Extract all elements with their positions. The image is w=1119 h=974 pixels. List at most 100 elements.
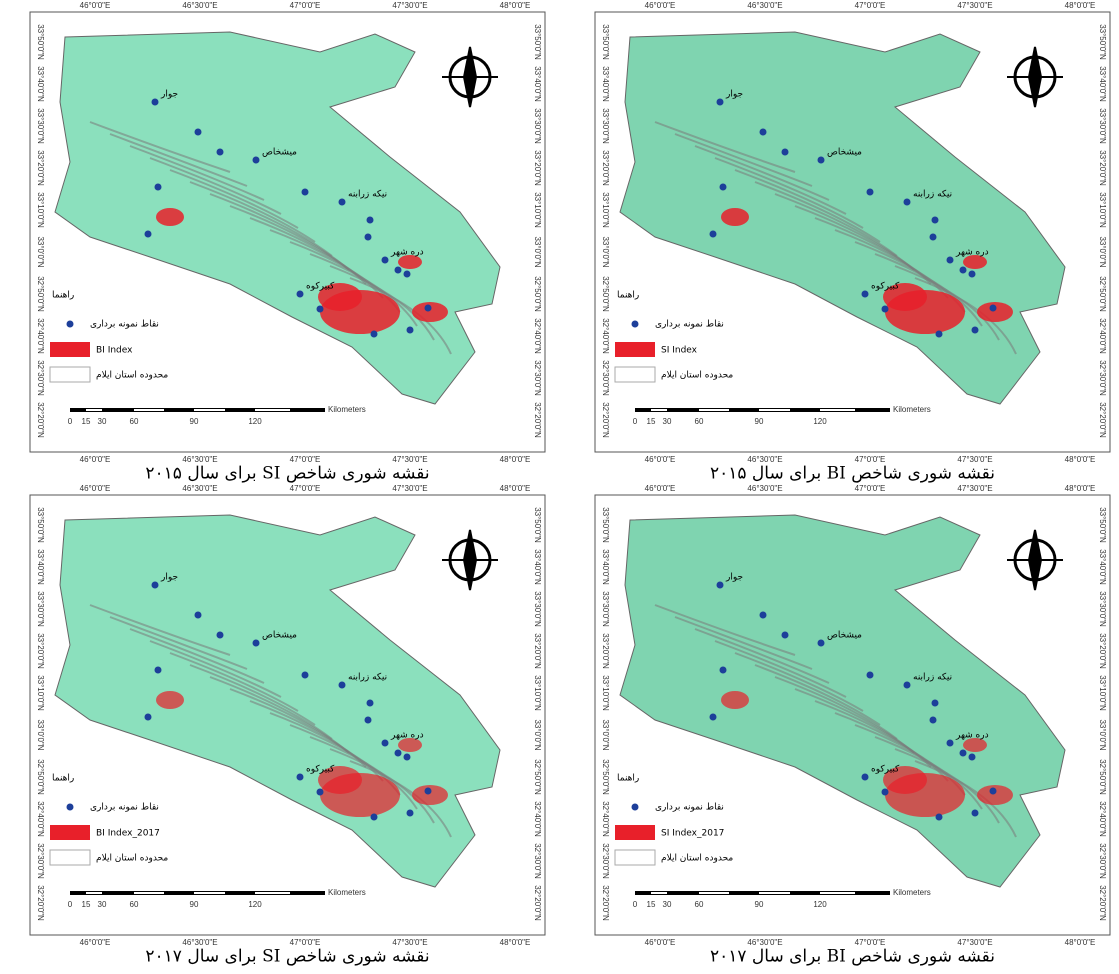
lat-label: 33°20'0"N [601,150,610,186]
place-name: دره شهر [955,248,989,258]
lon-label: 46°30'0"E [182,1,217,10]
sampling-point [253,157,260,164]
figure: جوارمیشخاصنیکه زرابنهدره شهرکبیرکوه46°0'… [0,0,1119,970]
scale-tick: 90 [190,417,199,426]
lon-label: 47°30'0"E [957,484,992,493]
sampling-point [904,199,911,206]
scale-tick: 120 [813,900,827,909]
lat-label: 32°50'0"N [533,276,542,312]
legend-title: راهنما [52,774,74,784]
lat-label: 32°40'0"N [533,801,542,837]
sampling-point [710,714,717,721]
panel-caption: نقشه شوری شاخص SI برای سال ۲۰۱۵ [145,464,429,484]
lat-label: 33°30'0"N [36,108,45,144]
sampling-point [932,217,939,224]
lat-label: 32°20'0"N [1098,402,1107,438]
legend-label: نقاط نمونه برداری [90,320,159,330]
scale-gap [194,892,225,894]
legend-title: راهنما [52,291,74,301]
sampling-point [217,632,224,639]
scale-gap [820,892,855,894]
sampling-point [717,582,724,589]
lat-label: 32°30'0"N [533,360,542,396]
lon-label: 47°0'0"E [290,484,321,493]
lat-label: 33°50'0"N [601,507,610,543]
lon-label: 47°0'0"E [290,1,321,10]
scale-tick: 120 [813,417,827,426]
lat-label: 33°0'0"N [533,236,542,267]
lon-label: 48°0'0"E [500,484,531,493]
lat-label: 33°40'0"N [601,549,610,585]
lat-label: 32°40'0"N [36,318,45,354]
sampling-point [720,667,727,674]
sampling-point [404,271,411,278]
lon-label: 47°0'0"E [855,1,886,10]
lat-label: 33°40'0"N [533,549,542,585]
salinity-patch [412,302,448,322]
map-panel: جوارمیشخاصنیکه زرابنهدره شهرکبیرکوه46°0'… [30,1,545,464]
sampling-point [382,257,389,264]
sampling-point [317,789,324,796]
scale-tick: 0 [633,900,638,909]
place-name: کبیرکوه [871,765,900,775]
lon-label: 47°30'0"E [392,484,427,493]
sampling-point [404,754,411,761]
sampling-point [818,157,825,164]
lat-label: 33°30'0"N [601,591,610,627]
sampling-point [152,99,159,106]
sampling-point [302,189,309,196]
sampling-point [195,129,202,136]
legend-dot [67,804,74,811]
scale-gap [699,892,729,894]
lat-label: 33°0'0"N [36,719,45,750]
place-name: نیکه زرابنه [348,673,387,683]
lat-label: 32°20'0"N [601,885,610,921]
scale-gap [134,409,164,411]
sampling-point [371,331,378,338]
legend-dot [632,804,639,811]
place-name: دره شهر [390,248,424,258]
sampling-point [145,231,152,238]
scale-tick: 60 [695,900,704,909]
legend-label: BI Index_2017 [96,829,160,839]
lon-label: 48°0'0"E [1065,484,1096,493]
salinity-patch [156,691,184,709]
legend-title: راهنما [617,774,639,784]
sampling-point [760,612,767,619]
lat-label: 32°30'0"N [533,843,542,879]
sampling-point [972,327,979,334]
sampling-point [425,305,432,312]
scale-tick: 120 [248,900,262,909]
legend-swatch [50,342,90,357]
lat-label: 32°40'0"N [533,318,542,354]
scale-gap [820,409,855,411]
lat-label: 33°40'0"N [533,66,542,102]
lat-label: 32°50'0"N [601,759,610,795]
sampling-point [155,667,162,674]
sampling-point [867,672,874,679]
place-name: میشخاص [827,631,862,641]
scale-tick: 90 [190,900,199,909]
lat-label: 33°30'0"N [533,108,542,144]
lat-label: 33°10'0"N [601,192,610,228]
sampling-point [862,291,869,298]
lon-label: 47°0'0"E [855,484,886,493]
lon-label: 46°0'0"E [80,455,111,464]
sampling-point [152,582,159,589]
sampling-point [297,291,304,298]
sampling-point [365,717,372,724]
scale-tick: 0 [68,900,73,909]
sampling-point [936,814,943,821]
lat-label: 33°50'0"N [601,24,610,60]
lat-label: 33°50'0"N [1098,507,1107,543]
scale-tick: 15 [82,900,91,909]
scale-gap [651,409,667,411]
sampling-point [782,632,789,639]
sampling-point [930,234,937,241]
lon-label: 48°0'0"E [500,455,531,464]
lat-label: 32°30'0"N [601,360,610,396]
map-panel: جوارمیشخاصنیکه زرابنهدره شهرکبیرکوه46°0'… [595,484,1110,947]
legend-swatch [50,825,90,840]
scale-unit: Kilometers [893,888,931,897]
